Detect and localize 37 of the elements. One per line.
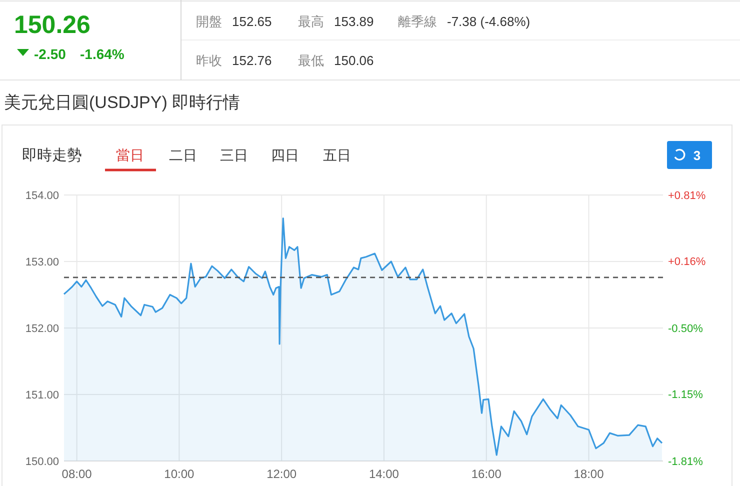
- x-tick-label: 10:00: [164, 467, 195, 481]
- y-tick-label: 150.00: [25, 456, 59, 468]
- y2-tick-label: -1.15%: [668, 388, 704, 401]
- text: 三日: [220, 147, 248, 163]
- y-tick-label: 151.00: [25, 390, 59, 402]
- text: 最高: [298, 14, 324, 29]
- text: 即時走勢: [22, 147, 82, 164]
- text: 153.89: [334, 14, 374, 29]
- text: 當日: [116, 147, 144, 163]
- text: 二日: [169, 147, 197, 163]
- chart-title: 美元兌日圓(USDJPY) 即時行情: [4, 93, 240, 112]
- text: 152.65: [232, 14, 272, 29]
- x-tick-label: 16:00: [471, 467, 502, 481]
- text: 150.26: [14, 11, 90, 39]
- text: 152.76: [232, 53, 272, 68]
- text: 最低: [298, 53, 324, 68]
- y-tick-label: 153.00: [25, 256, 59, 268]
- y2-tick-label: -1.81%: [668, 456, 704, 468]
- y2-tick-label: -0.50%: [668, 323, 704, 335]
- text: -1.64%: [80, 46, 125, 62]
- text: 五日: [323, 147, 351, 163]
- text: 昨收: [196, 53, 222, 68]
- x-tick-label: 14:00: [368, 467, 400, 481]
- text: 150.06: [334, 53, 374, 68]
- y-tick-label: 152.00: [25, 323, 59, 335]
- y-tick-label: 154.00: [25, 190, 59, 202]
- x-tick-label: 08:00: [62, 467, 92, 481]
- x-tick-label: 18:00: [574, 467, 604, 481]
- y2-tick-label: +0.81%: [668, 190, 706, 202]
- text: 3: [693, 148, 701, 163]
- text: -2.50: [34, 46, 66, 62]
- text: 開盤: [196, 14, 222, 29]
- text: 四日: [271, 147, 299, 163]
- text: 離季線: [398, 14, 437, 29]
- text: -7.38 (-4.68%): [447, 14, 530, 29]
- x-tick-label: 12:00: [266, 467, 297, 481]
- y2-tick-label: +0.16%: [668, 256, 706, 268]
